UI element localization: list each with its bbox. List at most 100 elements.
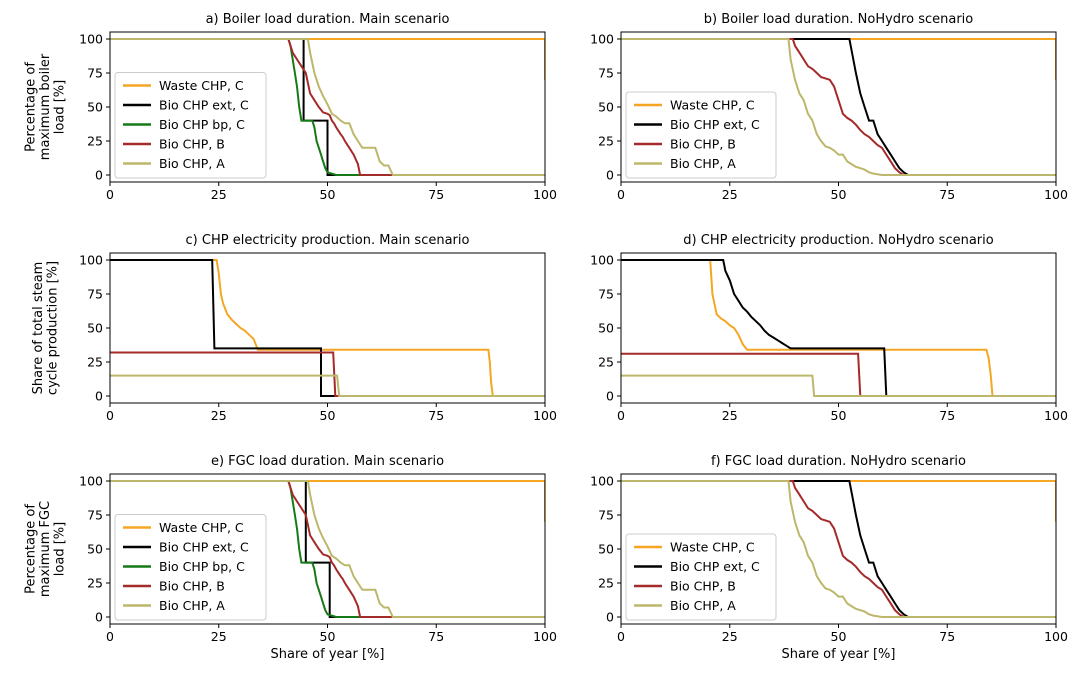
series-line-bio-chp-a <box>110 374 545 397</box>
y-axis-label: Share of total steamcycle production [%] <box>31 261 61 395</box>
legend-label: Bio CHP, B <box>159 579 225 594</box>
x-tick-label: 0 <box>617 408 625 423</box>
x-tick-label: 25 <box>211 408 227 423</box>
y-tick-label: 100 <box>79 474 103 489</box>
panel-a: a) Boiler load duration. Main scenario 0 2… <box>24 12 557 202</box>
series-line-bio-chp-bp-c <box>110 38 545 176</box>
y-tick-label: 75 <box>87 508 103 523</box>
panel-title: c) CHP electricity production. Main scen… <box>186 233 470 248</box>
series-line-bio-chp-ext-c <box>621 38 1056 176</box>
x-tick-label: 0 <box>106 187 114 202</box>
x-axis-label: Share of year [%] <box>782 647 896 662</box>
y-tick-label: 75 <box>598 287 614 302</box>
x-axis-label: Share of year [%] <box>271 647 385 662</box>
x-tick-label: 25 <box>722 187 738 202</box>
legend-label: Bio CHP bp, C <box>159 117 245 132</box>
y-tick-label: 50 <box>87 100 103 115</box>
legend-label: Waste CHP, C <box>670 540 755 555</box>
y-tick-label: 25 <box>598 576 614 591</box>
legend-label: Bio CHP, B <box>159 137 225 152</box>
legend-label: Bio CHP, B <box>670 579 736 594</box>
panel-title: f) FGC load duration. NoHydro scenario <box>711 454 966 469</box>
series-line-bio-chp-a <box>621 480 1056 618</box>
legend-box <box>114 72 267 179</box>
x-tick-label: 100 <box>533 408 557 423</box>
panel-title: b) Boiler load duration. NoHydro scenari… <box>704 12 974 27</box>
y-axis-label: Percentage ofmaximum boilerload [%] <box>24 53 68 160</box>
y-tick-label: 100 <box>590 32 614 47</box>
legend: Waste CHP, C Bio CHP ext, C Bio CHP, B Bio … <box>625 533 777 621</box>
y-tick-label: 25 <box>87 576 103 591</box>
legend-label: Bio CHP ext, C <box>670 559 760 574</box>
panel-f: f) FGC load duration. NoHydro scenario 0 2… <box>590 454 1068 662</box>
y-tick-label: 75 <box>87 287 103 302</box>
y-tick-label: 25 <box>598 134 614 149</box>
x-tick-label: 25 <box>722 629 738 644</box>
y-tick-label: 25 <box>87 134 103 149</box>
legend-label: Bio CHP, A <box>670 598 736 613</box>
panel-title: d) CHP electricity production. NoHydro s… <box>683 233 993 248</box>
series-line-bio-chp-a <box>110 38 545 176</box>
x-tick-label: 0 <box>106 629 114 644</box>
panel-d: d) CHP electricity production. NoHydro s… <box>590 233 1068 423</box>
y-tick-label: 25 <box>598 355 614 370</box>
legend-label: Bio CHP ext, C <box>159 540 249 555</box>
y-tick-label: 75 <box>598 66 614 81</box>
legend-label: Waste CHP, C <box>670 98 755 113</box>
x-tick-label: 25 <box>722 408 738 423</box>
y-tick-label: 0 <box>606 610 614 625</box>
panel-b: b) Boiler load duration. NoHydro scenari… <box>590 12 1068 202</box>
x-tick-label: 75 <box>939 629 955 644</box>
legend: Waste CHP, C Bio CHP ext, C Bio CHP bp, C B… <box>114 514 267 621</box>
y-tick-label: 0 <box>606 168 614 183</box>
x-tick-label: 100 <box>1044 629 1068 644</box>
x-tick-label: 0 <box>617 187 625 202</box>
x-tick-label: 100 <box>1044 408 1068 423</box>
x-tick-label: 25 <box>211 187 227 202</box>
legend-label: Bio CHP, A <box>670 156 736 171</box>
panel-c: c) CHP electricity production. Main scen… <box>31 233 557 423</box>
x-tick-label: 50 <box>320 408 336 423</box>
x-tick-label: 50 <box>320 629 336 644</box>
series-line-bio-chp-b <box>621 480 1056 618</box>
series-line-bio-chp-b <box>110 480 545 618</box>
x-tick-label: 0 <box>617 629 625 644</box>
x-tick-label: 50 <box>831 408 847 423</box>
legend-label: Waste CHP, C <box>159 520 244 535</box>
x-tick-label: 100 <box>533 187 557 202</box>
legend-label: Bio CHP ext, C <box>670 117 760 132</box>
x-tick-label: 75 <box>939 187 955 202</box>
x-tick-label: 50 <box>320 187 336 202</box>
legend-label: Bio CHP, A <box>159 598 225 613</box>
x-tick-label: 50 <box>831 629 847 644</box>
y-tick-label: 100 <box>79 253 103 268</box>
y-tick-label: 50 <box>87 321 103 336</box>
legend-label: Bio CHP ext, C <box>159 98 249 113</box>
series-line-bio-chp-ext-c <box>621 259 1056 397</box>
legend-label: Bio CHP, B <box>670 137 736 152</box>
y-tick-label: 0 <box>606 389 614 404</box>
legend-box <box>625 533 777 621</box>
y-tick-label: 50 <box>598 100 614 115</box>
series-line-bio-chp-bp-c <box>110 480 545 618</box>
y-tick-label: 100 <box>590 474 614 489</box>
x-tick-label: 75 <box>939 408 955 423</box>
x-tick-label: 100 <box>533 629 557 644</box>
series-line-bio-chp-a <box>621 374 1056 397</box>
y-tick-label: 50 <box>598 321 614 336</box>
x-tick-label: 75 <box>428 187 444 202</box>
y-axis-label: Percentage ofmaximum FGCload [%] <box>24 501 68 597</box>
series-line-waste-chp-c <box>110 259 545 397</box>
legend-label: Bio CHP bp, C <box>159 559 245 574</box>
y-tick-label: 50 <box>87 542 103 557</box>
y-tick-label: 0 <box>95 389 103 404</box>
y-tick-label: 75 <box>598 508 614 523</box>
x-tick-label: 100 <box>1044 187 1068 202</box>
panel-e: e) FGC load duration. Main scenario 0 25 50… <box>24 454 557 662</box>
x-tick-label: 75 <box>428 629 444 644</box>
series-line-bio-chp-ext-c <box>621 480 1056 618</box>
panel-title: e) FGC load duration. Main scenario <box>211 454 444 469</box>
legend: Waste CHP, C Bio CHP ext, C Bio CHP, B Bio … <box>625 91 777 179</box>
x-tick-label: 25 <box>211 629 227 644</box>
